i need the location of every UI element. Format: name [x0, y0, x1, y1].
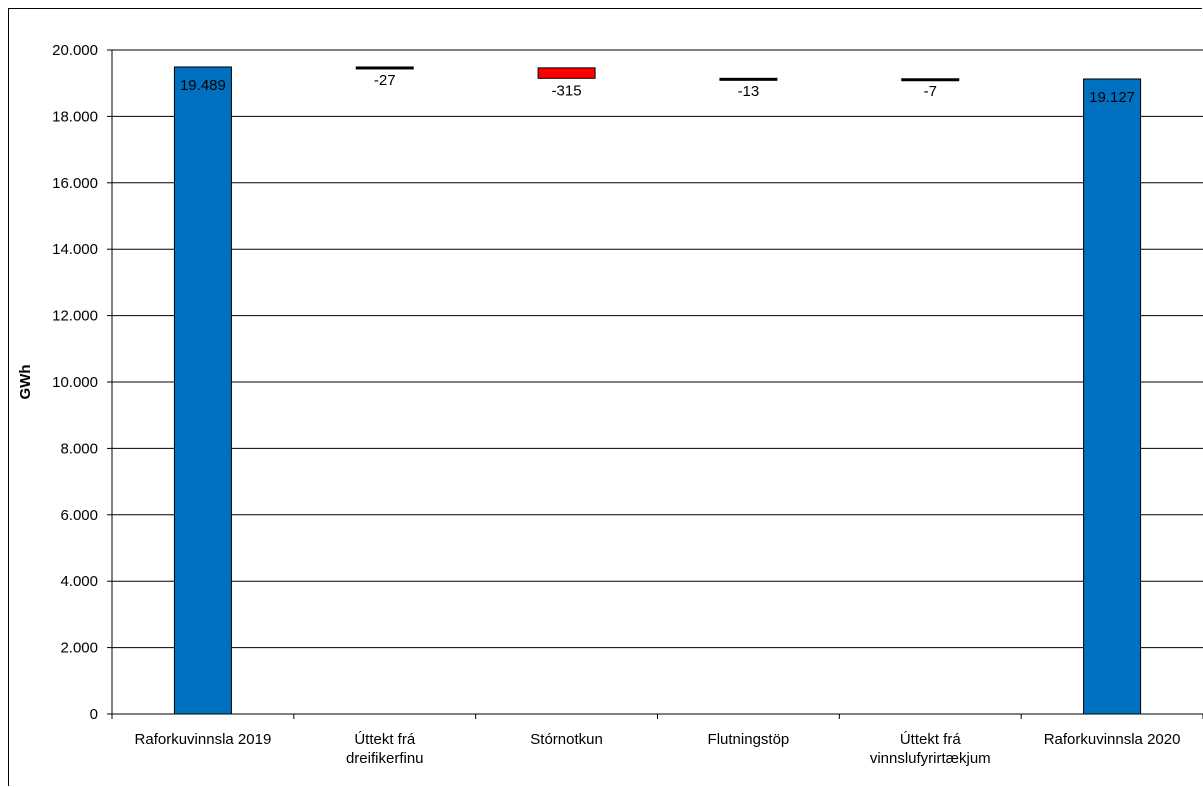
category-label: Úttekt frá — [354, 731, 416, 748]
y-tick-labels: 0 2.000 4.000 6.000 8.000 10.000 12.000 14.000 1… — [52, 42, 98, 723]
category-label: Úttekt frá — [900, 731, 962, 748]
data-label: 19.489 — [180, 77, 226, 94]
bar — [173, 66, 232, 715]
y-tick-label: 18.000 — [52, 108, 98, 125]
data-label: 19.127 — [1089, 89, 1135, 106]
bars — [173, 66, 1142, 715]
category-label: vinnslufyrirtækjum — [870, 750, 991, 767]
data-label: -27 — [374, 72, 396, 89]
y-tick-label: 2.000 — [60, 640, 98, 657]
y-tick-label: 4.000 — [60, 573, 98, 590]
data-labels: 19.489 -27 -315 -13 -7 19.127 — [180, 72, 1135, 106]
category-label: Raforkuvinnsla 2020 — [1044, 731, 1181, 748]
category-label: dreifikerfinu — [346, 750, 424, 767]
y-tick-label: 16.000 — [52, 175, 98, 192]
data-label: -315 — [552, 82, 582, 99]
category-label: Flutningstöp — [708, 731, 790, 748]
y-tick-label: 12.000 — [52, 308, 98, 325]
y-tick-label: 20.000 — [52, 42, 98, 59]
x-category-labels: Raforkuvinnsla 2019 Úttekt frá dreifikerfi… — [135, 731, 1181, 767]
y-tick-label: 10.000 — [52, 374, 98, 391]
bar — [537, 67, 596, 79]
data-label: -13 — [738, 83, 760, 100]
bar — [719, 77, 778, 81]
gridlines — [107, 49, 1203, 719]
y-axis-label: GWh — [17, 365, 34, 400]
category-label: Stórnotkun — [530, 731, 603, 748]
y-tick-label: 0 — [90, 706, 98, 723]
data-label: -7 — [924, 83, 937, 100]
category-label: Raforkuvinnsla 2019 — [135, 731, 272, 748]
y-tick-label: 14.000 — [52, 241, 98, 258]
y-tick-label: 6.000 — [60, 507, 98, 524]
bar — [1083, 78, 1142, 715]
bar — [901, 78, 960, 82]
bar — [355, 66, 414, 70]
chart-frame — [8, 8, 1202, 786]
y-tick-label: 8.000 — [60, 440, 98, 457]
